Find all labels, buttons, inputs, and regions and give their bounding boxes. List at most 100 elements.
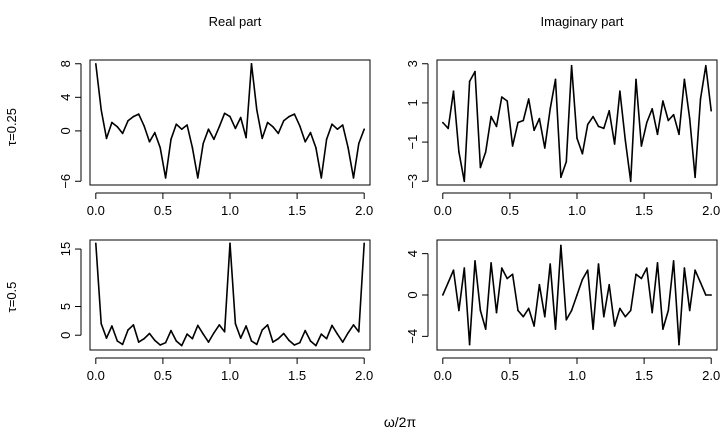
data-point	[229, 115, 231, 118]
data-point	[116, 125, 119, 128]
data-point	[656, 262, 659, 264]
data-point	[105, 137, 108, 140]
data-point	[554, 328, 557, 330]
data-point	[186, 124, 188, 126]
data-point	[705, 64, 707, 67]
data-point	[581, 278, 584, 281]
data-point	[320, 177, 323, 179]
data-point	[261, 137, 264, 140]
data-point	[581, 153, 584, 155]
data-point	[651, 108, 653, 110]
data-point	[570, 64, 573, 67]
data-point	[352, 177, 355, 179]
y-tick-label: 0	[58, 332, 73, 339]
data-point	[105, 337, 108, 339]
panel-tau-0-25-real: 0.0 0.5 1.0 1.5 2.0 −6 0 4 8	[58, 59, 373, 218]
data-point	[207, 341, 210, 343]
data-point	[646, 121, 648, 124]
data-point	[688, 309, 691, 312]
data-point	[694, 269, 696, 272]
column-title-real-part: Real part	[209, 14, 262, 29]
plot-frame	[436, 239, 718, 351]
data-point	[565, 160, 568, 163]
data-point	[266, 121, 269, 124]
panel-tau-0-5-real: 0.0 0.5 1.0 1.5 2.0 0 5 15	[58, 239, 373, 383]
data-point	[442, 121, 444, 124]
data-point	[554, 78, 557, 81]
data-point	[288, 115, 290, 118]
data-point	[111, 325, 113, 327]
data-point	[336, 128, 339, 130]
data-point	[560, 176, 562, 179]
data-point	[223, 331, 226, 333]
y-tick-label: −3	[405, 174, 420, 189]
y-tick-label: 5	[58, 303, 73, 310]
data-point	[576, 294, 578, 296]
data-point	[501, 267, 503, 269]
plot-frame	[89, 239, 371, 351]
data-point	[479, 166, 482, 169]
data-point	[239, 337, 242, 339]
data-point	[175, 340, 178, 342]
data-point	[651, 311, 653, 314]
y-tick-label: 0	[405, 291, 420, 298]
data-point	[468, 80, 471, 83]
data-point	[511, 273, 514, 276]
data-point	[624, 315, 627, 318]
x-tick-label: 0.0	[87, 203, 105, 218]
data-point	[197, 324, 199, 327]
panel-tau-0-5-imaginary: 0.0 0.5 1.0 1.5 2.0 −4 0 4	[405, 239, 720, 383]
data-point	[495, 311, 498, 314]
y-tick-label: −1	[405, 135, 420, 150]
panel-tau-0-25-imaginary: 0.0 0.5 1.0 1.5 2.0 −3 −1 1 3	[405, 59, 720, 218]
data-point	[229, 242, 231, 245]
data-point	[592, 328, 594, 330]
data-point	[154, 131, 156, 134]
data-point	[358, 142, 360, 145]
plot-frame	[89, 59, 371, 186]
x-tick-label: 2.0	[355, 203, 373, 218]
x-tick-label: 1.5	[635, 368, 653, 383]
series-line	[95, 62, 365, 179]
data-point	[148, 141, 151, 143]
data-point	[560, 244, 562, 247]
data-point	[501, 96, 503, 98]
data-point	[544, 315, 546, 318]
data-point	[640, 145, 643, 147]
data-point	[336, 333, 339, 335]
data-point	[656, 133, 659, 136]
data-point	[484, 151, 487, 153]
data-point	[603, 127, 605, 130]
panels: 0.0 0.5 1.0 1.5 2.0 −6 0 4 8 0.0 0.5 1.0 1.5 2.0 −3 −1 1…	[58, 59, 720, 383]
data-point	[699, 281, 702, 284]
data-point	[597, 263, 600, 265]
data-point	[452, 90, 455, 92]
y-tick-label: −4	[405, 329, 420, 344]
y-tick-label: 1	[405, 99, 420, 106]
data-point	[245, 136, 247, 139]
data-point	[234, 127, 237, 130]
data-point	[293, 113, 296, 115]
data-point	[255, 109, 258, 111]
data-point	[646, 267, 648, 269]
x-tick-label: 1.5	[288, 203, 306, 218]
data-point	[250, 63, 253, 65]
data-point	[544, 147, 546, 149]
data-point	[629, 309, 632, 312]
data-point	[672, 113, 675, 116]
x-tick-label: 0.5	[154, 368, 172, 383]
data-point	[255, 343, 258, 346]
x-tick-label: 2.0	[702, 368, 720, 383]
data-point	[121, 132, 124, 135]
data-point	[506, 100, 509, 102]
data-point	[683, 78, 686, 81]
data-point	[565, 319, 568, 321]
y-tick-label: 15	[58, 242, 73, 256]
data-point	[452, 269, 455, 272]
x-tick-label: 0.5	[501, 368, 519, 383]
data-point	[586, 123, 589, 126]
data-point	[175, 123, 178, 125]
data-point	[299, 125, 301, 127]
data-point	[127, 120, 129, 122]
